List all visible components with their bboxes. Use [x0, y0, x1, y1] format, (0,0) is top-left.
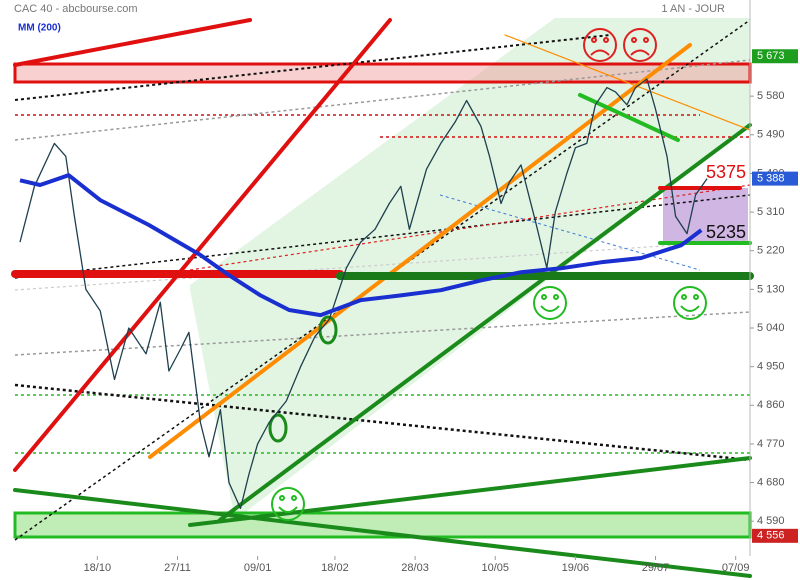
x-tick-label: 19/06 — [562, 562, 590, 574]
price-line — [19, 78, 708, 509]
price-badge-label: 5 673 — [757, 50, 785, 62]
y-tick-label: 4 680 — [757, 476, 785, 488]
trend-line — [504, 34, 751, 131]
sad-face — [583, 28, 617, 62]
guide — [14, 34, 611, 101]
y-tick-label: 4 770 — [757, 438, 785, 450]
price-badge — [752, 49, 798, 64]
trend-line — [148, 43, 692, 459]
price-badge — [752, 528, 798, 543]
happy-face — [271, 487, 305, 521]
x-tick-label: 27/11 — [164, 562, 191, 574]
happy-face — [673, 286, 707, 320]
y-tick-label: 5 580 — [757, 90, 785, 102]
y-tick-label: 5 310 — [757, 206, 785, 218]
range-box — [663, 188, 748, 243]
chart-title: CAC 40 - abcbourse.com — [14, 3, 138, 15]
guides — [14, 19, 751, 541]
trend-line — [13, 488, 752, 578]
trend-line — [218, 123, 752, 522]
level-label: 5235 — [706, 222, 746, 242]
y-tick-label: 5 490 — [757, 129, 785, 141]
guide — [14, 239, 751, 291]
y-tick-label: 4 950 — [757, 361, 785, 373]
marker-circle — [268, 413, 288, 443]
x-tick-label: 10/05 — [481, 562, 509, 574]
y-tick-label: 5 220 — [757, 245, 785, 257]
trend-line — [188, 456, 752, 527]
y-tick-label: 4 590 — [757, 515, 785, 527]
x-tick-label: 18/02 — [321, 562, 349, 574]
level-label: 5375 — [706, 162, 746, 182]
chart-subtitle: 1 AN - JOUR — [661, 3, 725, 15]
x-tick-label: 28/03 — [401, 562, 429, 574]
x-tick-label: 09/01 — [244, 562, 272, 574]
guide — [14, 311, 751, 356]
price-badge-label: 4 556 — [757, 530, 785, 542]
y-tick-label: 5 040 — [757, 322, 785, 334]
price-badge — [752, 171, 798, 186]
y-tick-label: 5 130 — [757, 283, 785, 295]
price-badge-label: 5 388 — [757, 173, 785, 185]
resistance-band — [13, 62, 752, 84]
legend-entry: MM (200) — [18, 23, 61, 34]
trend-lines — [11, 18, 754, 578]
x-tick-label: 07/09 — [722, 562, 750, 574]
y-tick-label: 4 860 — [757, 399, 785, 411]
trend-line — [13, 18, 392, 472]
moving-average-line — [19, 173, 703, 318]
happy-face — [533, 286, 567, 320]
x-tick-label: 18/10 — [84, 562, 112, 574]
trend-line — [13, 18, 252, 67]
faces — [271, 28, 707, 521]
sad-face — [623, 28, 657, 62]
guide — [189, 184, 751, 271]
x-tick-label: 29/07 — [642, 562, 670, 574]
